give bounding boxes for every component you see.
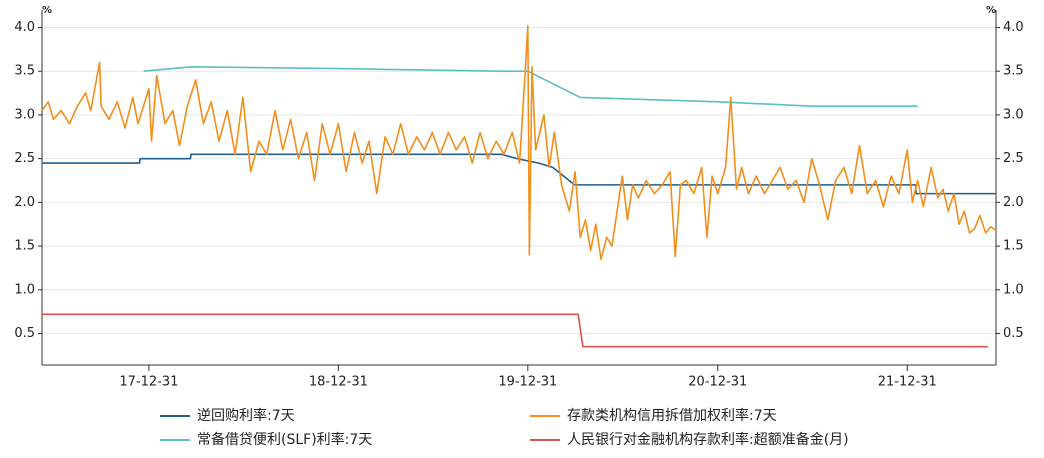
y-tick-label: 2.0 [14, 195, 35, 210]
x-tick-label: 18-12-31 [309, 375, 368, 390]
y2-tick-label: 3.5 [1003, 64, 1024, 79]
y2-unit: % [986, 5, 996, 16]
x-tick-label: 21-12-31 [878, 375, 937, 390]
y-tick-label: 1.0 [14, 282, 35, 297]
legend-label: 存款类机构信用拆借加权利率:7天 [567, 407, 777, 424]
y-tick-label: 4.0 [14, 20, 35, 35]
series-line [41, 24, 997, 260]
legend-label: 逆回购利率:7天 [197, 407, 295, 424]
y2-tick-label: 1.0 [1003, 282, 1024, 297]
y2-tick-label: 1.5 [1003, 239, 1024, 254]
x-tick-label: 19-12-31 [498, 375, 557, 390]
y2-tick-label: 2.0 [1003, 195, 1024, 210]
legend-label: 人民银行对金融机构存款利率:超额准备金(月) [567, 431, 849, 448]
y-tick-label: 0.5 [14, 326, 35, 341]
series-line [143, 66, 918, 107]
series-line [42, 153, 996, 195]
y-unit: % [42, 5, 52, 16]
x-tick-label: 20-12-31 [688, 375, 747, 390]
y2-tick-label: 2.5 [1003, 151, 1024, 166]
y2-tick-label: 3.0 [1003, 107, 1024, 122]
legend-label: 常备借贷便利(SLF)利率:7天 [197, 431, 372, 448]
y-tick-label: 3.5 [14, 64, 35, 79]
y-tick-label: 1.5 [14, 239, 35, 254]
y2-tick-label: 4.0 [1003, 20, 1024, 35]
series-line [42, 313, 989, 348]
y-tick-label: 2.5 [14, 151, 35, 166]
x-tick-label: 17-12-31 [119, 375, 178, 390]
y-tick-label: 3.0 [14, 107, 35, 122]
y2-tick-label: 0.5 [1003, 326, 1024, 341]
